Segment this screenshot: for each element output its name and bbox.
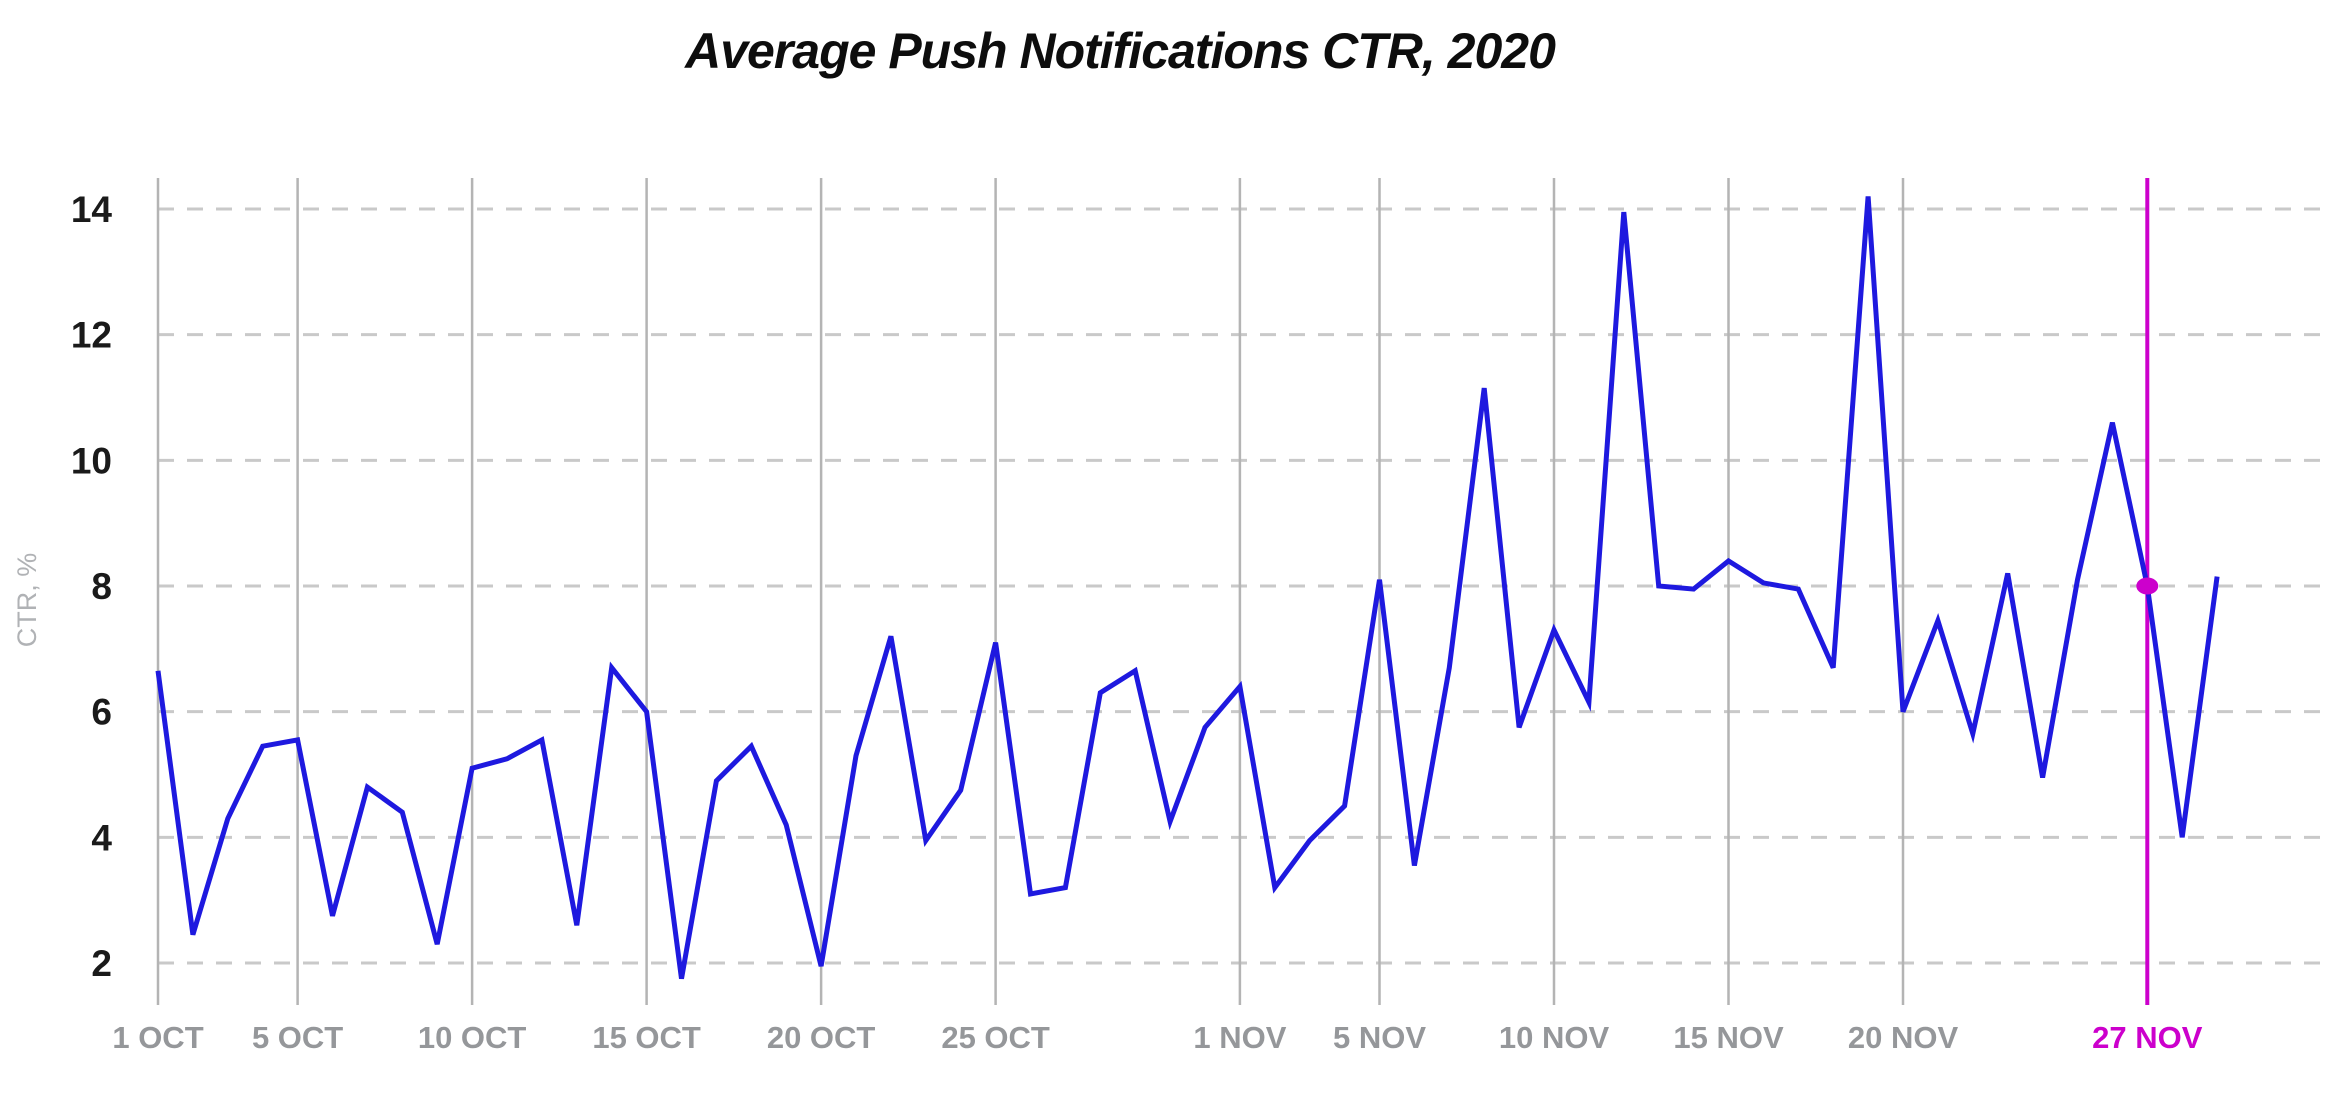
highlight-date-label: 27 NOV: [2092, 1020, 2203, 1055]
x-tick-label: 15 NOV: [1673, 1020, 1784, 1055]
y-tick-label: 6: [91, 692, 112, 733]
y-axis-title: CTR, %: [12, 553, 42, 648]
x-tick-label: 5 NOV: [1333, 1020, 1426, 1055]
x-tick-label: 20 NOV: [1848, 1020, 1959, 1055]
y-tick-label: 12: [71, 315, 112, 356]
y-tick-label: 4: [91, 817, 112, 858]
x-tick-label: 1 NOV: [1193, 1020, 1286, 1055]
x-tick-label: 10 NOV: [1499, 1020, 1610, 1055]
y-tick-label: 2: [91, 943, 112, 984]
y-tick-label: 14: [71, 189, 113, 230]
x-tick-label: 25 OCT: [941, 1020, 1050, 1055]
x-tick-label: 1 OCT: [112, 1020, 203, 1055]
chart-title: Average Push Notifications CTR, 2020: [685, 23, 1556, 79]
y-tick-label: 10: [71, 440, 112, 481]
x-tick-label: 20 OCT: [767, 1020, 876, 1055]
x-tick-label: 15 OCT: [592, 1020, 701, 1055]
x-tick-label: 5 OCT: [252, 1020, 343, 1055]
x-tick-label: 10 OCT: [418, 1020, 527, 1055]
y-tick-label: 8: [91, 566, 112, 607]
ctr-series-line: [155, 196, 2220, 980]
highlight-point-marker: [2136, 577, 2159, 595]
